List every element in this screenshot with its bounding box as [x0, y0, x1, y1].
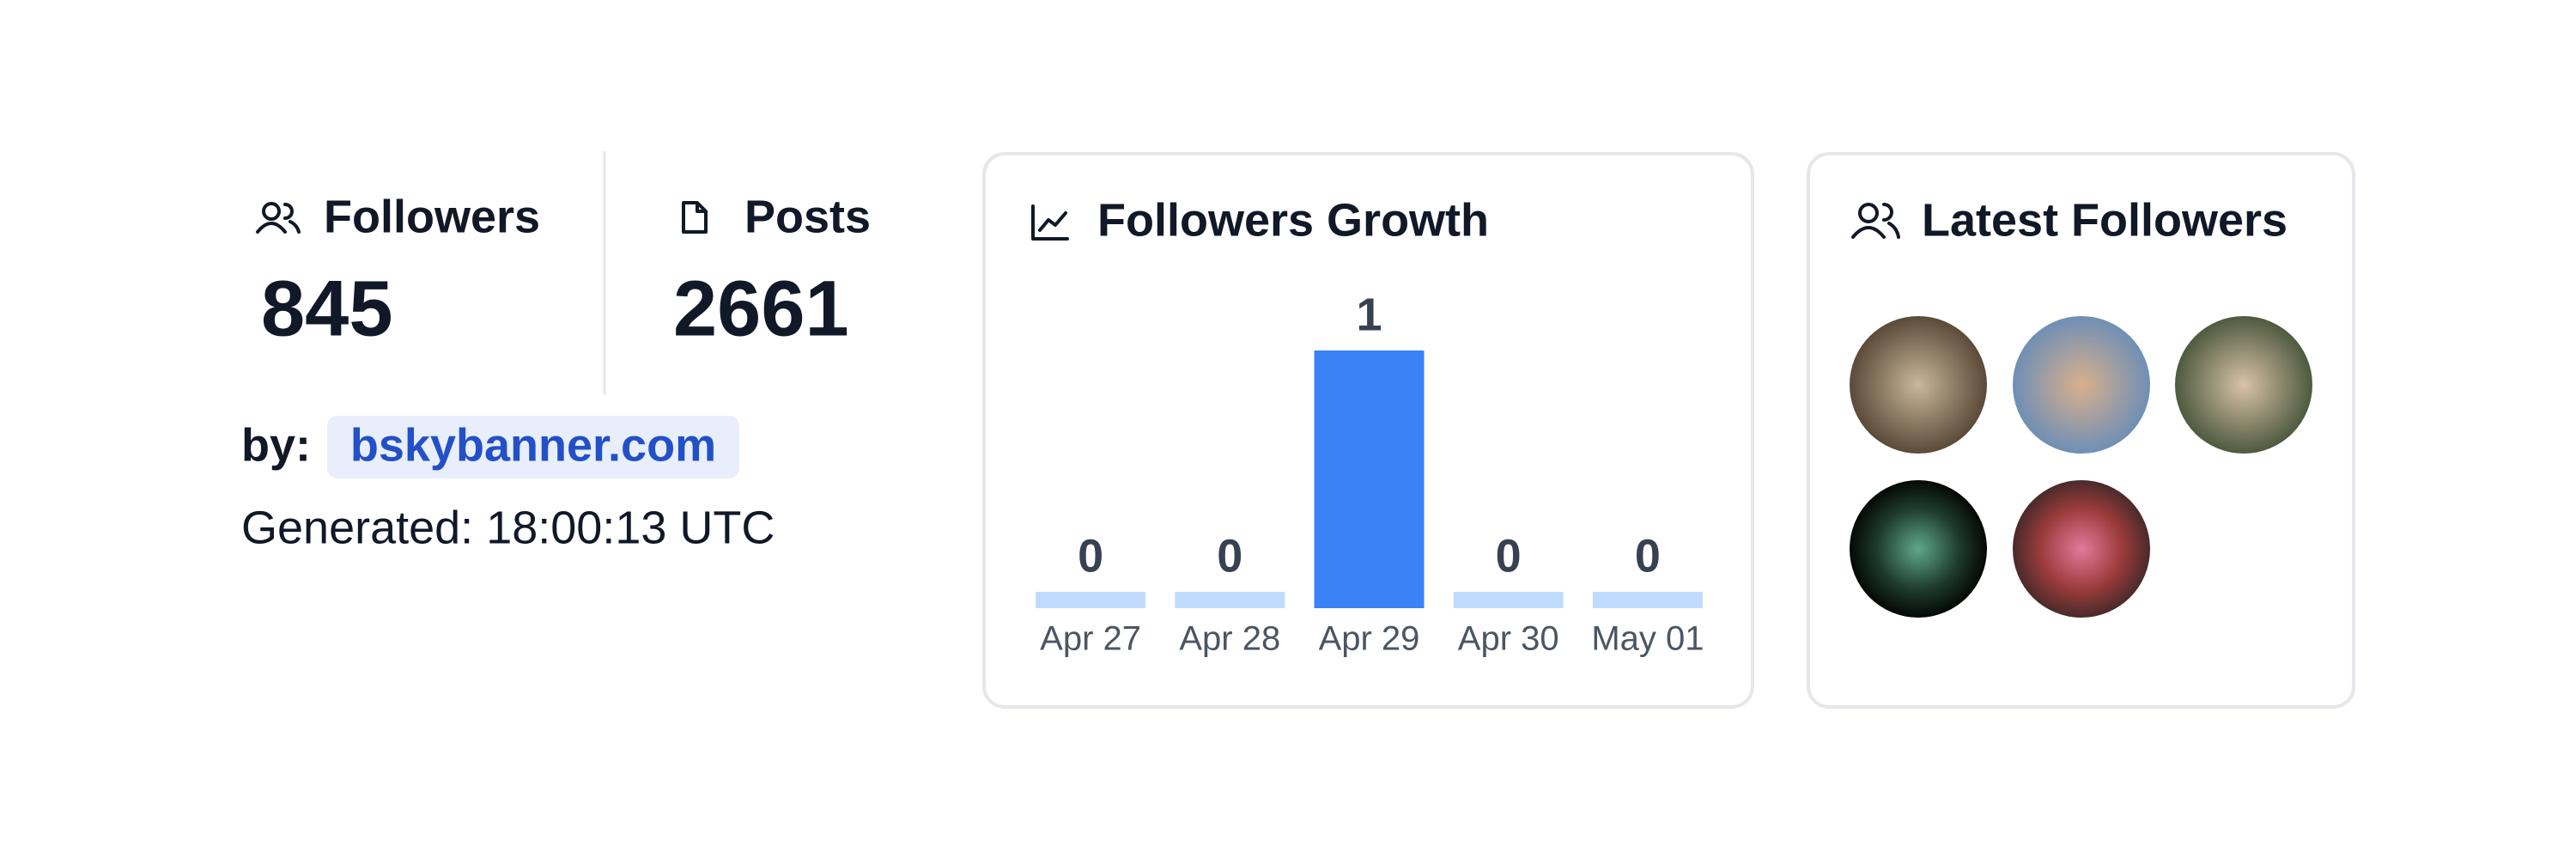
- x-tick-label: Apr 27: [1040, 620, 1141, 658]
- avatar[interactable]: [2013, 316, 2150, 454]
- link-pill[interactable]: [327, 416, 739, 478]
- x-tick-label: Apr 28: [1179, 620, 1280, 658]
- avatar[interactable]: [2013, 480, 2150, 618]
- x-tick-label: Apr 30: [1458, 620, 1559, 658]
- chart-title: Followers Growth: [1097, 194, 1489, 246]
- bar: [1036, 592, 1146, 608]
- value-label: 1: [1356, 289, 1382, 340]
- stat-value: 2661: [673, 265, 849, 352]
- stat-label: Followers: [324, 191, 540, 242]
- bar: [1314, 350, 1425, 608]
- bar: [1592, 592, 1703, 608]
- avatar[interactable]: [2175, 316, 2312, 454]
- stat-label: Posts: [744, 191, 871, 242]
- bar: [1453, 592, 1564, 608]
- by-link[interactable]: bskybanner.com: [350, 419, 716, 471]
- value-label: 0: [1635, 530, 1661, 582]
- x-tick-label: Apr 29: [1319, 620, 1420, 658]
- followers-card-title: Latest Followers: [1922, 194, 2287, 246]
- chart-icon: [1031, 204, 1069, 241]
- avatar[interactable]: [1850, 316, 1987, 454]
- bar: [1175, 592, 1285, 608]
- value-label: 0: [1078, 530, 1103, 582]
- avatar[interactable]: [1850, 480, 1987, 618]
- followers-icon: [256, 202, 301, 234]
- followers-card-icon: [1851, 203, 1900, 239]
- value-label: 0: [1217, 530, 1242, 582]
- x-tick-label: May 01: [1591, 620, 1704, 658]
- by-label: by:: [241, 419, 311, 471]
- posts-icon: [682, 201, 708, 234]
- value-label: 0: [1496, 530, 1522, 582]
- stat-value: 845: [261, 265, 393, 352]
- generated: Generated: 18:00:13 UTC: [241, 502, 775, 553]
